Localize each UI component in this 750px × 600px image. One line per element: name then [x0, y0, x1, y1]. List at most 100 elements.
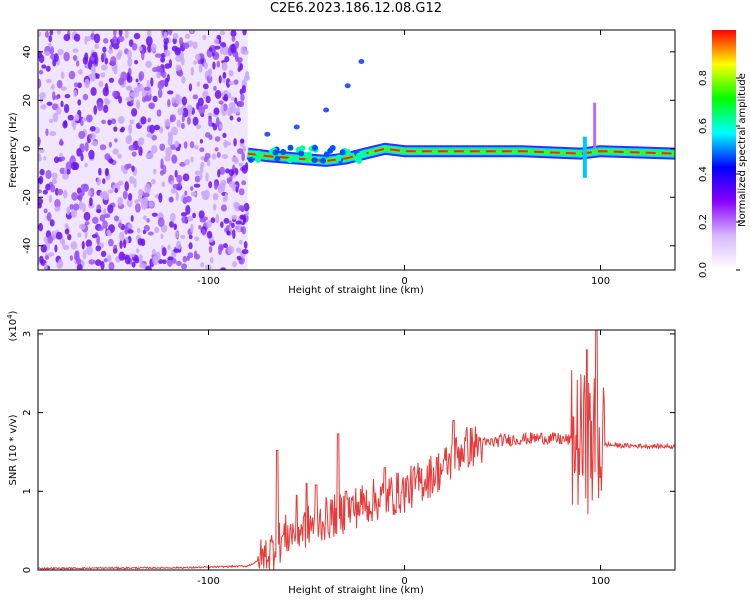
noise-speckle	[222, 243, 228, 249]
noise-speckle	[138, 189, 144, 196]
noise-speckle	[73, 82, 79, 88]
noise-speckle	[223, 93, 229, 102]
noise-speckle	[170, 126, 178, 136]
noise-speckle	[73, 203, 80, 211]
noise-speckle	[151, 144, 158, 154]
noise-speckle	[238, 188, 245, 196]
noise-speckle	[62, 120, 68, 129]
noise-speckle	[170, 212, 176, 223]
noise-speckle	[118, 222, 123, 229]
noise-speckle	[153, 124, 160, 131]
noise-speckle	[193, 183, 201, 188]
noise-speckle	[134, 203, 141, 213]
noise-speckle	[175, 94, 180, 100]
noise-speckle	[83, 211, 91, 221]
noise-speckle	[175, 191, 179, 202]
noise-speckle	[225, 168, 230, 174]
noise-speckle	[188, 83, 193, 92]
noise-speckle	[176, 260, 182, 266]
noise-speckle	[60, 71, 65, 80]
noise-speckle	[190, 191, 197, 197]
noise-speckle	[60, 86, 67, 91]
noise-speckle	[69, 203, 74, 210]
noise-speckle	[189, 141, 195, 149]
noise-speckle	[143, 224, 150, 232]
noise-speckle	[39, 255, 44, 264]
noise-speckle	[174, 230, 180, 239]
noise-background	[38, 30, 248, 270]
noise-speckle	[103, 104, 109, 114]
noise-speckle	[135, 78, 139, 83]
noise-speckle	[84, 141, 89, 152]
noise-speckle	[142, 96, 147, 103]
noise-speckle	[48, 118, 54, 124]
noise-speckle	[53, 53, 59, 62]
noise-speckle	[228, 69, 234, 77]
noise-speckle	[77, 232, 82, 238]
noise-speckle	[158, 192, 163, 203]
noise-speckle	[54, 198, 61, 209]
noise-speckle	[40, 104, 47, 110]
track-blob	[287, 157, 294, 164]
track-blob	[339, 149, 346, 156]
snr-x-tick-label: 0	[401, 576, 407, 587]
noise-speckle	[192, 116, 199, 126]
noise-speckle	[117, 180, 124, 186]
noise-speckle	[47, 235, 54, 244]
noise-speckle	[85, 239, 92, 248]
snr-x-axis-label: Height of straight line (km)	[288, 585, 424, 596]
noise-speckle	[78, 192, 83, 202]
noise-speckle	[122, 239, 127, 249]
noise-speckle	[148, 102, 154, 109]
echo-point	[293, 124, 300, 130]
noise-speckle	[138, 46, 143, 52]
noise-speckle	[82, 93, 89, 101]
noise-speckle	[144, 183, 151, 194]
noise-speckle	[82, 56, 88, 65]
noise-speckle	[199, 173, 203, 180]
noise-speckle	[185, 195, 192, 203]
noise-speckle	[146, 132, 153, 138]
noise-speckle	[107, 204, 114, 214]
heatmap-x-ticks: -100 0 100	[197, 30, 610, 287]
noise-speckle	[181, 115, 185, 123]
noise-speckle	[202, 83, 209, 90]
noise-speckle	[212, 192, 219, 199]
noise-speckle	[101, 119, 106, 125]
noise-speckle	[51, 172, 58, 180]
noise-speckle	[81, 202, 86, 213]
noise-speckle	[145, 36, 153, 47]
noise-speckle	[201, 229, 206, 236]
track-blob	[280, 148, 287, 155]
track-blob	[327, 147, 334, 154]
noise-speckle	[150, 77, 154, 87]
track-blob	[323, 151, 330, 158]
noise-speckle	[53, 95, 60, 100]
noise-speckle	[238, 205, 246, 212]
noise-speckle	[180, 212, 188, 217]
noise-speckle	[133, 32, 141, 40]
noise-speckle	[68, 70, 76, 80]
noise-speckle	[176, 174, 183, 183]
noise-speckle	[49, 219, 55, 227]
noise-speckle	[194, 236, 200, 242]
noise-speckle	[199, 147, 205, 153]
noise-speckle	[164, 63, 171, 69]
noise-speckle	[90, 87, 97, 96]
noise-speckle	[202, 216, 209, 221]
noise-speckle	[232, 261, 237, 268]
noise-speckle	[135, 99, 141, 110]
noise-speckle	[167, 99, 171, 108]
noise-speckle	[38, 152, 41, 158]
noise-speckle	[117, 196, 123, 207]
noise-speckle	[219, 30, 226, 36]
heatmap-x-tick-label: 0	[401, 276, 407, 287]
noise-speckle	[78, 200, 83, 210]
noise-speckle	[76, 60, 80, 67]
noise-speckle	[96, 234, 100, 245]
noise-speckle	[182, 173, 190, 182]
noise-speckle	[147, 44, 152, 53]
noise-speckle	[222, 45, 230, 56]
noise-speckle	[72, 54, 78, 62]
snr-y-axis-label: SNR (10 * v/v)	[8, 414, 19, 485]
